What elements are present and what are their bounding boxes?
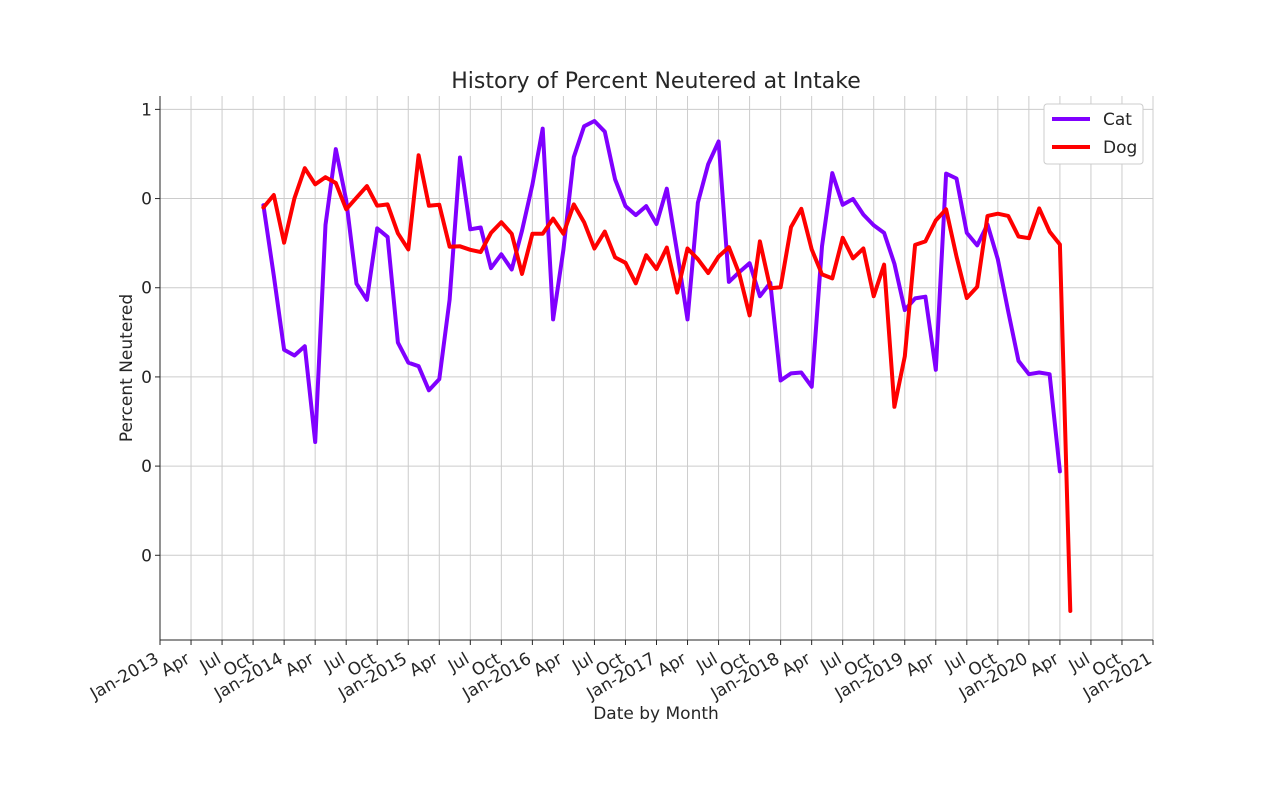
y-axis-label: Percent Neutered: [117, 294, 137, 442]
legend: Cat Dog: [1043, 103, 1144, 165]
x-tick-label: Jan-2013: [86, 649, 162, 705]
x-tick-label: Apr: [530, 649, 565, 681]
series-line-cat: [261, 119, 1062, 474]
series-line-dog: [261, 153, 1073, 613]
legend-label-cat: Cat: [1103, 110, 1132, 130]
axes-layer: [155, 96, 1154, 645]
y-tick-label: 0: [141, 190, 152, 210]
x-tick-label: Apr: [655, 649, 690, 681]
x-tick-label: Apr: [282, 649, 317, 681]
y-tick-label: 0: [141, 457, 152, 477]
grid-layer: [159, 96, 1154, 640]
y-tick-label: 0: [141, 368, 152, 388]
x-axis-label: Date by Month: [593, 704, 719, 724]
y-tick-label: 1: [141, 100, 152, 120]
chart-title: History of Percent Neutered at Intake: [451, 69, 861, 94]
x-tick-label: Apr: [1027, 649, 1062, 681]
x-tick-label: Apr: [406, 649, 441, 681]
y-tick-label: 0: [141, 546, 152, 566]
y-tick-label: 0: [141, 279, 152, 299]
x-tick-label: Apr: [158, 649, 193, 681]
series-layer: [261, 119, 1073, 613]
x-tick-label: Apr: [903, 649, 938, 681]
x-tick-label: Apr: [779, 649, 814, 681]
y-tick-labels: 1 0 0 0 0 0: [141, 100, 152, 566]
legend-label-dog: Dog: [1103, 138, 1137, 158]
